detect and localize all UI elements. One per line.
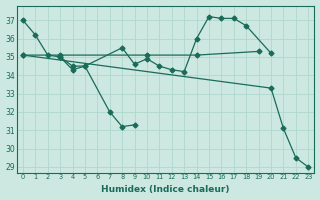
X-axis label: Humidex (Indice chaleur): Humidex (Indice chaleur) [101,185,230,194]
